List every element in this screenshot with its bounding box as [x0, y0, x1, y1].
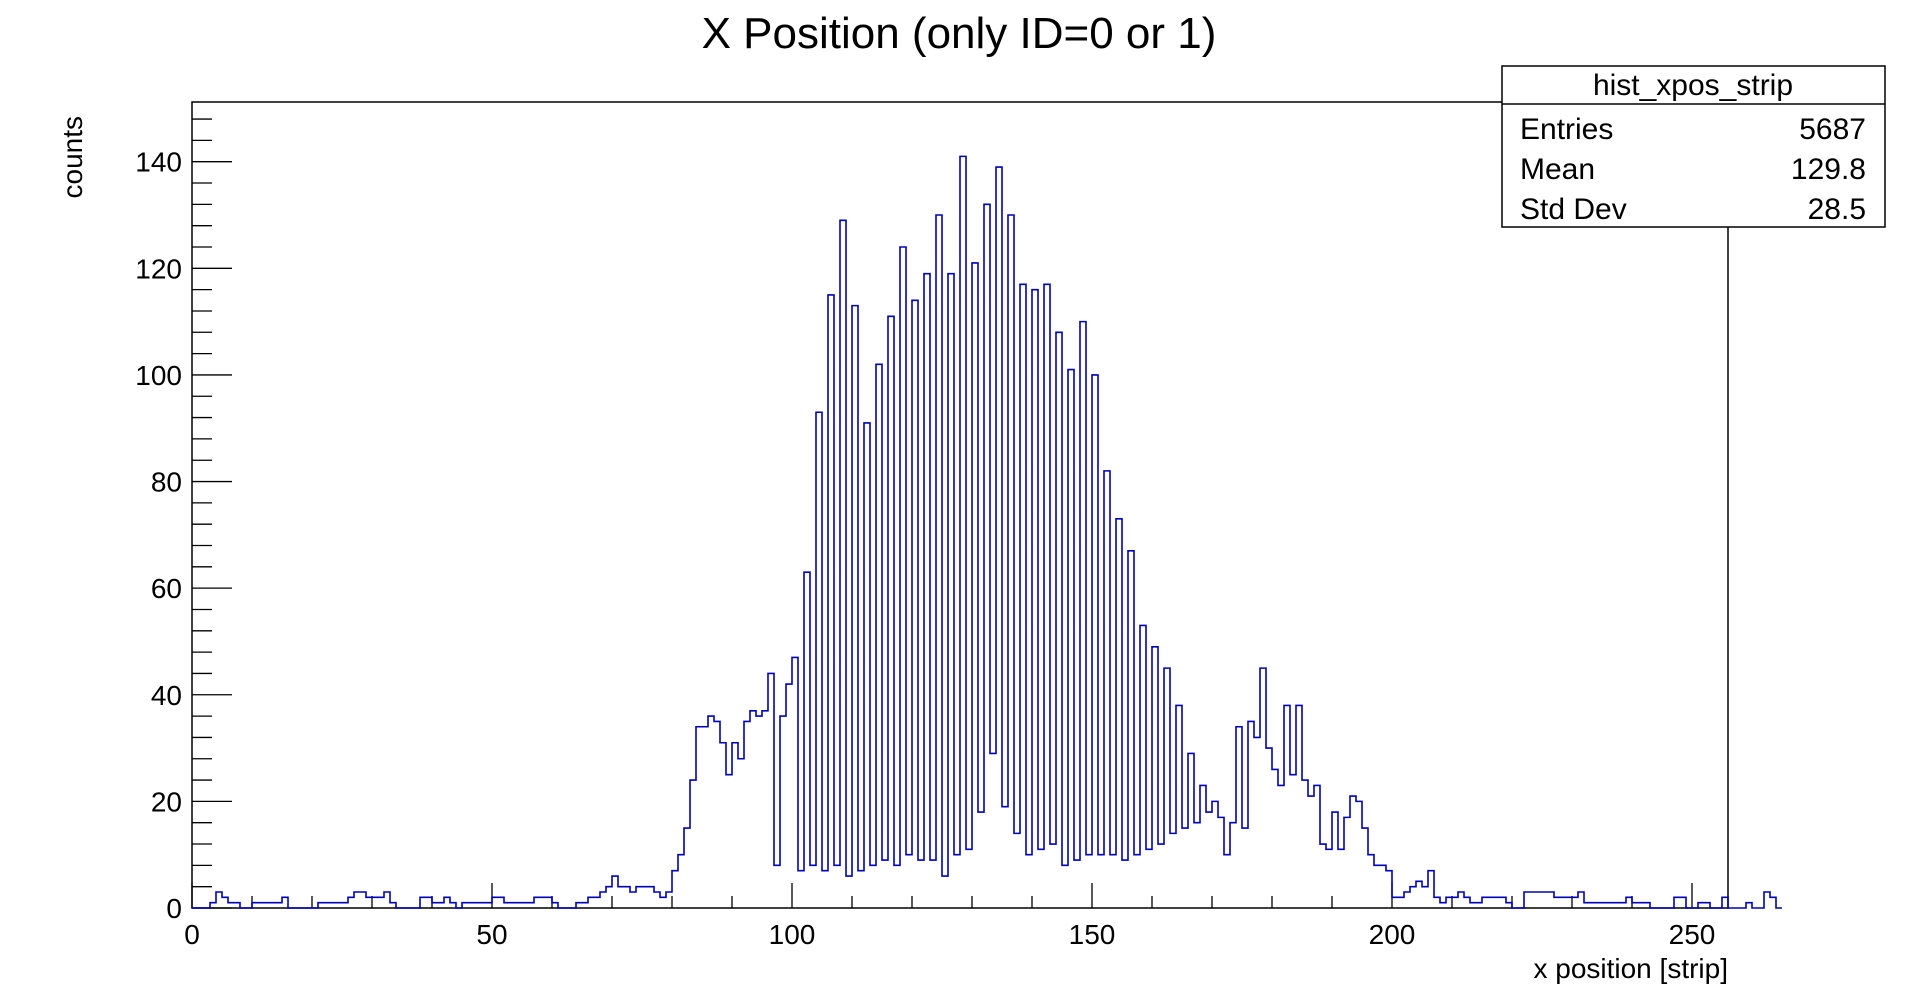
plot-frame	[191, 101, 1729, 909]
y-axis-title: counts	[57, 116, 88, 199]
chart-title: X Position (only ID=0 or 1)	[702, 9, 1217, 58]
stats-mean-label: Mean	[1520, 153, 1595, 186]
stats-entries-value: 5687	[1799, 113, 1866, 146]
histogram-series	[192, 155, 1782, 909]
y-tick-label: 60	[151, 573, 182, 604]
x-axis: 0 50 100 150 200 250	[184, 883, 1715, 950]
stats-entries-label: Entries	[1520, 113, 1613, 146]
y-tick-label: 120	[135, 253, 182, 284]
y-axis: 0 20 40 60 80 100 120 140	[135, 118, 232, 924]
stats-box-name: hist_xpos_strip	[1593, 69, 1793, 102]
stats-box: hist_xpos_strip Entries 5687 Mean 129.8 …	[1501, 65, 1886, 228]
y-tick-label: 40	[151, 680, 182, 711]
y-tick-label: 0	[166, 893, 182, 924]
y-tick-label: 20	[151, 786, 182, 817]
x-tick-label: 200	[1369, 919, 1416, 950]
stats-stddev-value: 28.5	[1808, 193, 1866, 226]
x-tick-label: 250	[1669, 919, 1716, 950]
stats-stddev-label: Std Dev	[1520, 193, 1627, 226]
stats-mean-value: 129.8	[1791, 153, 1866, 186]
y-tick-label: 80	[151, 467, 182, 498]
x-tick-label: 0	[184, 919, 200, 950]
stats-box-frame	[1501, 65, 1886, 228]
x-tick-label: 50	[476, 919, 507, 950]
y-tick-label: 100	[135, 360, 182, 391]
x-axis-title: x position [strip]	[1533, 953, 1728, 984]
y-tick-label: 140	[135, 147, 182, 178]
x-tick-label: 150	[1069, 919, 1116, 950]
x-tick-label: 100	[769, 919, 816, 950]
